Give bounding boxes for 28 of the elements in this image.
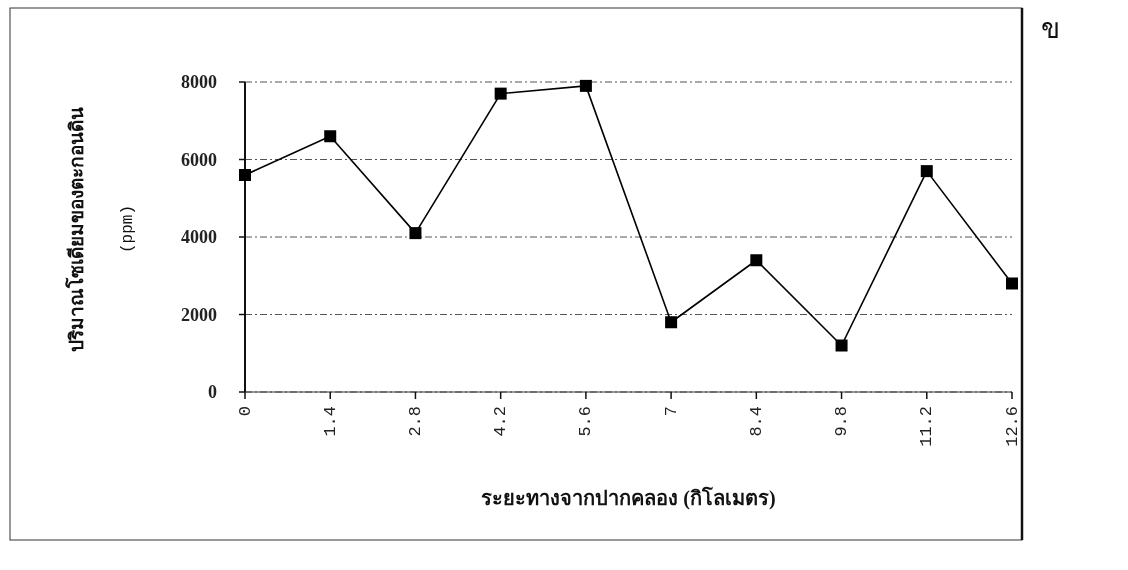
x-tick-label: 12.6 (1002, 406, 1022, 447)
point (409, 227, 422, 240)
point (835, 339, 848, 352)
x-axis-title: ระยะทางจากปากคลอง (กิโลเมตร) (481, 486, 776, 510)
y-tick-label: 2000 (181, 304, 217, 325)
x-tick-label: 8.4 (746, 406, 766, 437)
x-tick-label: 1.4 (320, 406, 340, 437)
y-tick-label: 6000 (181, 149, 217, 170)
point (920, 165, 933, 178)
text: ปริมาณโซเดียมของตะกอนดิน (ppm) (65, 106, 137, 352)
point (1006, 277, 1018, 290)
point (494, 87, 507, 100)
x-tick-label: 5.6 (576, 406, 596, 437)
y-tick-label: 4000 (181, 227, 217, 247)
x-tick-label: 2.8 (405, 406, 425, 437)
x-tick-label: 11.2 (917, 406, 937, 447)
point (239, 169, 251, 181)
text: ข (1040, 12, 1060, 44)
point (750, 254, 763, 267)
x-tick-label: 0 (235, 406, 255, 417)
point (324, 130, 337, 143)
x-tick-label: 9.8 (832, 406, 852, 437)
x-tick-label: 7 (661, 406, 681, 417)
point (579, 79, 592, 92)
y-tick-label: 8000 (181, 72, 217, 92)
x-tick-label: 4.2 (491, 406, 511, 437)
point (665, 316, 678, 329)
y-tick-label: 0 (208, 382, 217, 402)
